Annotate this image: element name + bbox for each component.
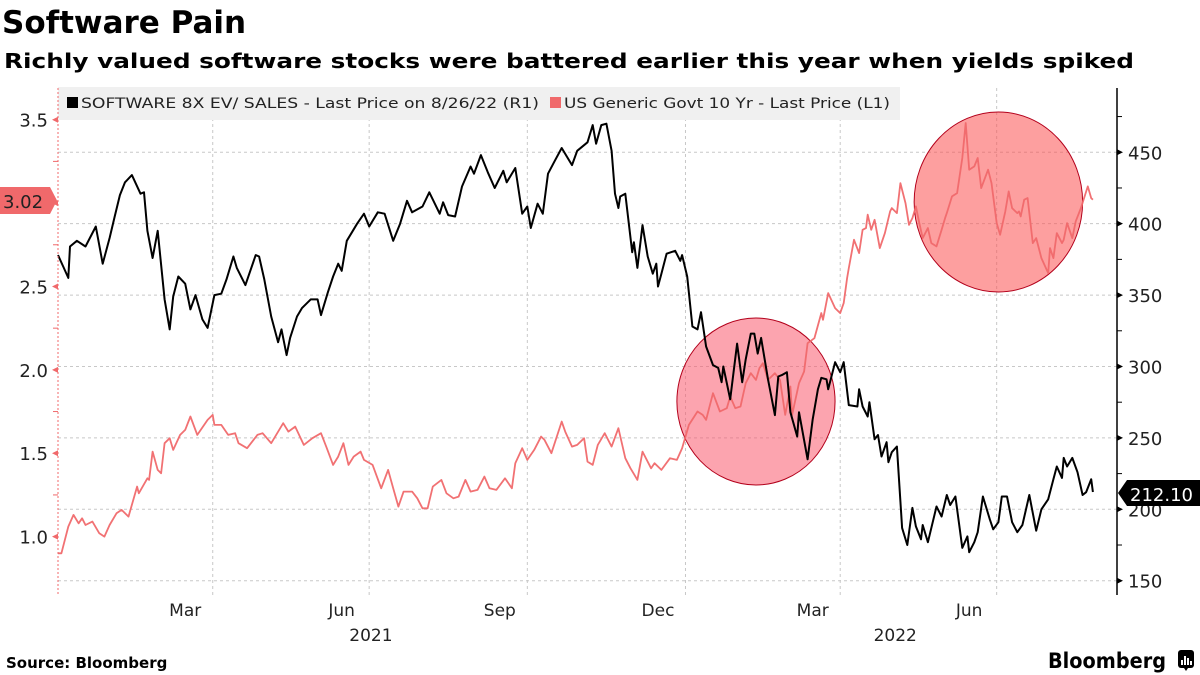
- highlight-circles: [676, 111, 1084, 486]
- brand-name: Bloomberg: [1048, 649, 1166, 673]
- x-axis-month-label: Dec: [642, 601, 675, 621]
- bloomberg-logo: Bloomberg: [1048, 649, 1194, 673]
- x-axis-month-label: Jun: [955, 601, 983, 621]
- x-axis-year-label: 2021: [349, 626, 392, 646]
- right-axis-tick-label: 450: [1128, 143, 1162, 164]
- left-last-value-text: 3.02: [3, 192, 43, 213]
- right-axis-tick: [1117, 363, 1123, 370]
- right-axis-tick-label: 250: [1128, 429, 1162, 450]
- legend-swatch-yield: [550, 97, 561, 108]
- left-axis-tick: [52, 283, 58, 290]
- right-last-value-text: 212.10: [1130, 485, 1193, 506]
- series-lines: [57, 122, 1094, 555]
- right-axis-tick: [1117, 506, 1123, 513]
- x-axis-labels: Mar Jun Sep Dec Mar Jun 2021 2022: [169, 601, 982, 646]
- left-axis-tick: [52, 366, 58, 373]
- right-axis-tick-label: 400: [1128, 215, 1162, 236]
- highlight-circle: [913, 111, 1084, 293]
- highlight-circle: [676, 317, 836, 486]
- left-axis-tick: [52, 533, 58, 540]
- bloomberg-chart-icon: [1178, 650, 1194, 671]
- right-last-value-label: 212.10: [1118, 480, 1200, 506]
- left-last-value-box: [0, 187, 57, 214]
- gridlines: [58, 88, 1117, 595]
- right-axis-tick: [1117, 434, 1123, 441]
- left-axis-tick-label: 2.0: [19, 361, 48, 382]
- right-last-value-box: [1118, 480, 1200, 506]
- chart-title: Software Pain: [2, 5, 246, 41]
- legend-label-yield: US Generic Govt 10 Yr - Last Price (L1): [564, 96, 890, 112]
- chart-subtitle: Richly valued software stocks were batte…: [4, 49, 1134, 73]
- left-axis-tick-label: 1.0: [19, 528, 48, 549]
- right-axis-tick: [1117, 149, 1123, 156]
- left-axis-tick: [52, 450, 58, 457]
- x-axis-month-label: Mar: [169, 601, 201, 621]
- x-axis-month-label: Mar: [797, 601, 829, 621]
- left-last-value-label: 3.02: [0, 187, 57, 214]
- left-axis-tick: [52, 116, 58, 123]
- x-axis-month-label: Sep: [484, 601, 516, 621]
- right-axis-tick-label: 300: [1128, 357, 1162, 378]
- left-axis-tick-label: 2.5: [19, 277, 48, 298]
- right-axis-tick: [1117, 292, 1123, 299]
- source-note: Source: Bloomberg: [6, 654, 167, 672]
- legend-label-software: SOFTWARE 8X EV/ SALES - Last Price on 8/…: [81, 96, 539, 112]
- left-axis-tick-label: 1.5: [19, 444, 48, 465]
- software-ev-sales-line: [57, 122, 1094, 554]
- legend-background: [58, 87, 900, 120]
- legend-swatch-software: [67, 97, 78, 108]
- right-axis-tick-label: 350: [1128, 286, 1162, 307]
- legend: SOFTWARE 8X EV/ SALES - Last Price on 8/…: [58, 87, 900, 120]
- right-axis-tick: [1117, 577, 1123, 584]
- left-axis-tick-label: 3.5: [19, 111, 48, 132]
- x-axis-month-label: Jun: [327, 601, 355, 621]
- us-10yr-yield-line: [58, 122, 1094, 555]
- right-axis-tick: [1117, 220, 1123, 227]
- right-axis-tick-label: 150: [1128, 572, 1162, 593]
- x-axis-year-label: 2022: [874, 626, 917, 646]
